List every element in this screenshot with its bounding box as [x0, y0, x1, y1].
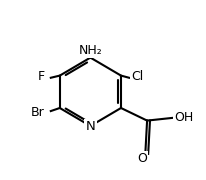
Text: NH₂: NH₂	[78, 44, 102, 57]
Text: OH: OH	[174, 111, 193, 124]
Text: Cl: Cl	[131, 70, 143, 83]
Text: Br: Br	[31, 106, 44, 119]
Text: N: N	[85, 120, 95, 133]
Text: O: O	[137, 152, 147, 165]
Text: N: N	[85, 120, 95, 133]
Text: F: F	[37, 70, 44, 83]
